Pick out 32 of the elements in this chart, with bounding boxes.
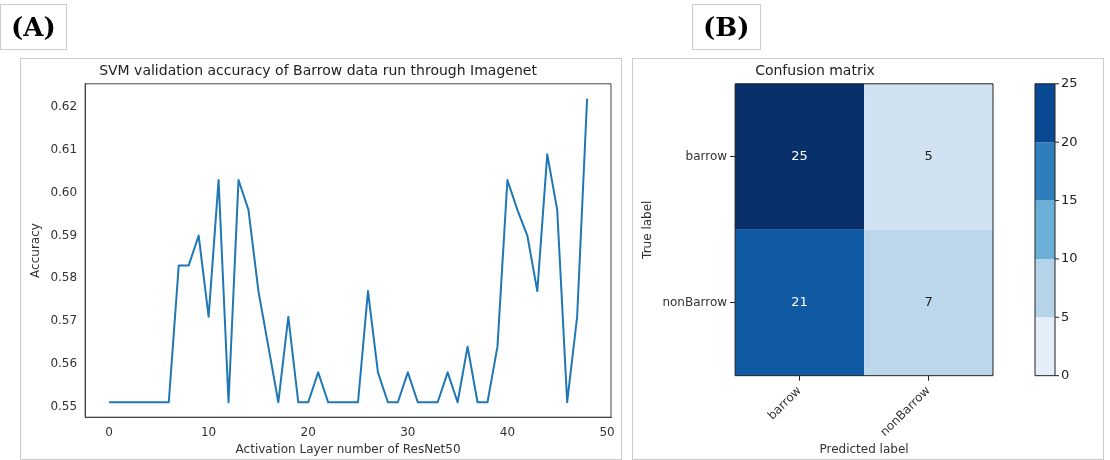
y-tick-label: 0.57 — [50, 313, 78, 328]
data-label: 21 — [791, 294, 808, 310]
y-tick-label: 0.62 — [50, 99, 78, 114]
x-tick-label: 10 — [200, 424, 217, 439]
color-bar-label: 25 — [1061, 75, 1078, 91]
x-tick-label: 20 — [300, 424, 316, 439]
y-tick-label: 0.58 — [50, 270, 78, 285]
y-tick-label: 0.61 — [50, 142, 78, 157]
y-axis-title: Accuracy — [28, 223, 43, 278]
color-bar-label: 15 — [1061, 191, 1078, 207]
y-tick-label: 0.60 — [50, 184, 78, 199]
color-bar-label: 20 — [1061, 133, 1078, 149]
x-tick-label: 50 — [599, 424, 615, 439]
y-tick-label: 0.55 — [50, 398, 78, 413]
data-label: 7 — [924, 294, 933, 310]
text: (B) — [692, 4, 761, 50]
x-tick-label: 30 — [400, 424, 416, 439]
color-bar-label: 5 — [1061, 308, 1070, 324]
color-bar-label: 0 — [1061, 367, 1070, 383]
data-label: 25 — [791, 148, 808, 164]
x-tick-label: 40 — [499, 424, 516, 439]
text: (A) — [0, 4, 67, 50]
color-bar-label: 10 — [1061, 250, 1078, 266]
data-label: 5 — [924, 148, 933, 164]
x-axis-title: Activation Layer number of ResNet50 — [235, 441, 461, 456]
x-axis-title: Predicted label — [819, 441, 909, 456]
y-tick-label: 0.56 — [50, 355, 78, 370]
y-tick-label: 0.59 — [50, 227, 78, 242]
y-axis-title: True label — [640, 200, 655, 260]
x-tick-label: 0 — [105, 424, 113, 439]
chart-title: Confusion matrix — [755, 62, 875, 79]
chart-title: SVM validation accuracy of Barrow data run through Imagenet — [99, 62, 538, 79]
